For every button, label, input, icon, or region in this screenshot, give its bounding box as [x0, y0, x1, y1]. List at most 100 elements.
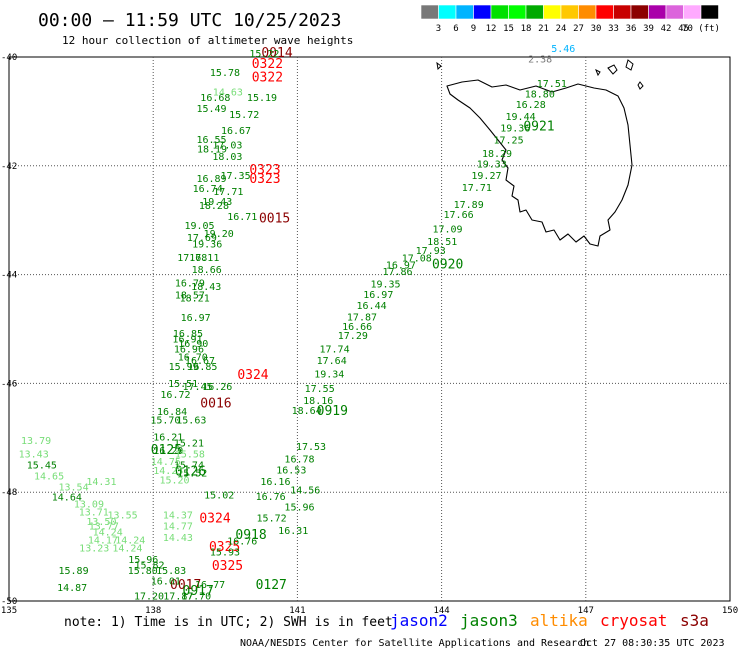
- wave-height-value: 14.23: [153, 466, 183, 477]
- pass-time-label: 0921: [523, 119, 554, 134]
- legend-cryosat: cryosat: [600, 611, 667, 630]
- wave-height-value: 13.09: [74, 499, 104, 510]
- lat-lon-grid: 135 138 141 144 147 150 -40 -42 -44 -46 -48 -50: [1, 53, 738, 616]
- wave-height-value: 14.31: [86, 477, 116, 488]
- wave-height-value: 15.02: [204, 491, 234, 502]
- scale-label: 70 (ft): [682, 24, 720, 34]
- wave-height-value: 17.29: [338, 331, 368, 342]
- scale-label: 33: [608, 24, 619, 34]
- scale-swatch: [700, 4, 719, 20]
- wave-height-value: 17.11: [189, 253, 219, 264]
- x-tick-label: 141: [289, 606, 305, 616]
- wave-height-value: 16.67: [185, 356, 215, 367]
- wave-height-value: 19.05: [184, 221, 214, 232]
- wave-height-value: 18.43: [191, 282, 221, 293]
- wave-height-value: 14.24: [112, 543, 142, 554]
- legend-s3a: s3a: [680, 611, 709, 630]
- x-tick-label: 135: [1, 606, 17, 616]
- scale-swatch: [665, 4, 684, 20]
- scale-label: 39: [643, 24, 654, 34]
- wave-height-value: 16.44: [357, 301, 387, 312]
- wave-height-value: 14.65: [34, 472, 64, 483]
- pass-time-label: 0323: [249, 163, 280, 178]
- wave-height-value: 18.29: [482, 149, 512, 160]
- y-tick-label: -40: [1, 53, 17, 63]
- wave-height-value: 17.87: [163, 591, 193, 602]
- wave-height-value: 15.20: [159, 475, 189, 486]
- wave-height-value: 16.97: [386, 261, 416, 272]
- wave-height-value: 15.83: [156, 566, 186, 577]
- pass-time-label: 0324: [199, 512, 230, 527]
- tasmania-coastline: [446, 79, 633, 247]
- wave-height-value: 16.66: [342, 322, 372, 333]
- scale-label: 21: [538, 24, 549, 34]
- scale-label: 9: [471, 24, 476, 34]
- wave-height-value: 15.80: [128, 566, 158, 577]
- scale-swatch: [560, 4, 579, 20]
- pass-time-label: 0017: [170, 578, 201, 593]
- wave-height-value: 17.64: [317, 356, 347, 367]
- wave-height-value: 16.16: [260, 477, 290, 488]
- wave-height-value: 16.68: [200, 93, 230, 104]
- chart-title: 00:00 — 11:59 UTC 10/25/2023: [38, 10, 341, 31]
- scale-swatch: [543, 4, 562, 20]
- wave-height-value: 14.24: [115, 535, 145, 546]
- pass-time-label: 0324: [237, 368, 268, 383]
- wave-height-value: 14.17: [88, 535, 118, 546]
- wave-height-value: 14.37: [163, 510, 193, 521]
- wave-height-value: 18.66: [192, 265, 222, 276]
- pass-time-label: 0920: [432, 258, 463, 273]
- wave-height-value: 19.36: [192, 239, 222, 250]
- pass-time-label: 0126: [175, 464, 206, 479]
- wave-height-value: 15.22: [249, 49, 279, 60]
- legend-jason2: jason2: [390, 611, 448, 630]
- wave-height-value: 16.79: [175, 279, 205, 290]
- credit-line: NOAA/NESDIS Center for Satellite Applica…: [240, 638, 589, 649]
- scale-label: 6: [453, 24, 458, 34]
- satellite-legend: jason2 jason3 altika cryosat s3a: [390, 611, 709, 630]
- wave-height-value: 16.76: [256, 492, 286, 503]
- wave-height-value: 17.71: [213, 187, 243, 198]
- wave-height-value: 17.89: [454, 200, 484, 211]
- wave-height-value: 19.35: [370, 280, 400, 291]
- wave-height-value: 17.25: [494, 135, 524, 146]
- wave-height-value: 14.87: [57, 583, 87, 594]
- wave-height-value: 15.63: [176, 416, 206, 427]
- wave-height-value: 14.24: [93, 528, 123, 539]
- scale-label: 15: [503, 24, 514, 34]
- wave-height-value: 5.46: [551, 44, 575, 55]
- wave-height-value: 15.96: [128, 555, 158, 566]
- pass-time-label: 0016: [200, 396, 231, 411]
- scale-label: 30: [591, 24, 602, 34]
- wave-height-value: 17.74: [320, 344, 350, 355]
- wave-height-value: 15.82: [134, 560, 164, 571]
- wave-height-value: 16.78: [284, 454, 314, 465]
- wave-height-value: 17.93: [416, 246, 446, 257]
- wave-height-value: 17.71: [462, 183, 492, 194]
- wave-height-value: 17.45: [183, 382, 213, 393]
- scale-swatch: [683, 4, 702, 20]
- plot-frame: [8, 56, 731, 602]
- wave-height-value: 15.72: [257, 514, 287, 525]
- pass-time-label: 0322: [252, 70, 283, 85]
- x-tick-label: 150: [722, 606, 738, 616]
- wave-height-value: 16.29: [153, 446, 183, 457]
- scale-swatch: [613, 4, 632, 20]
- wave-height-value: 16.28: [516, 100, 546, 111]
- legend-jason3: jason3: [460, 611, 518, 630]
- wave-height-value: 13.23: [79, 543, 109, 554]
- wave-height-value: 15.89: [59, 566, 89, 577]
- wave-height-value: 13.43: [19, 449, 49, 460]
- wave-height-value: 16.71: [227, 212, 257, 223]
- x-tick-label: 138: [145, 606, 161, 616]
- wave-height-value: 16.55: [196, 135, 226, 146]
- wave-height-value: 17.35: [220, 171, 250, 182]
- wave-height-value: 15.96: [284, 503, 314, 514]
- y-tick-label: -46: [1, 379, 17, 389]
- wave-height-value: 17.86: [382, 267, 412, 278]
- generated-timestamp: Oct 27 08:30:35 UTC 2023: [580, 638, 725, 649]
- scale-label: 27: [573, 24, 584, 34]
- wave-height-value: 19.27: [471, 171, 501, 182]
- wave-height-value: 15.72: [229, 110, 259, 121]
- wave-height-value: 17.55: [305, 384, 335, 395]
